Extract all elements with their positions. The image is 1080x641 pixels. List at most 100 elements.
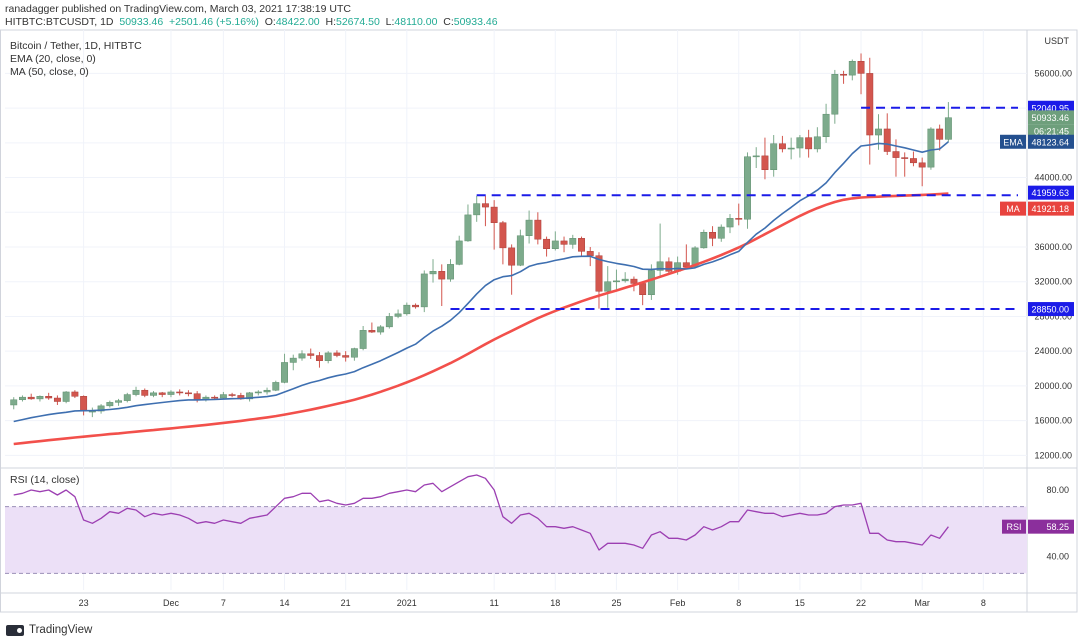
rsi-name-bg (1002, 519, 1026, 534)
candle-body (219, 394, 227, 399)
candle-body (744, 156, 751, 220)
candle (857, 53, 865, 95)
x-tick-label: 8 (736, 598, 741, 608)
ma-value-tag-name-bg (1000, 201, 1026, 216)
ema-value-tag-name-bg (1000, 134, 1026, 149)
candle-body (19, 396, 26, 401)
rsi-tick-label: 80.00 (1046, 485, 1069, 495)
legend-ema: EMA (20, close, 0) (10, 53, 96, 65)
candle-body (176, 391, 184, 394)
x-tick-label: 23 (79, 598, 89, 608)
candle-body (377, 326, 385, 333)
candle (176, 389, 184, 396)
candle (744, 152, 751, 229)
candle-body (726, 218, 734, 228)
rsi-legend: RSI (14, close) (10, 474, 80, 486)
candle (735, 203, 743, 226)
candle-body (324, 352, 332, 361)
candle (866, 57, 874, 165)
candle (324, 351, 332, 364)
candle-body (875, 128, 882, 136)
last-price-tag-text: 50933.46 (1031, 113, 1069, 123)
low-value: 48110.00 (394, 16, 438, 28)
candle-body (508, 247, 516, 266)
tradingview-logo-icon (6, 624, 24, 636)
change-value: +2501.46 (+5.16%) (169, 16, 259, 28)
candle-body (246, 392, 254, 400)
candle (944, 102, 952, 142)
candle (813, 127, 821, 153)
candle (569, 234, 577, 249)
candle (770, 135, 778, 177)
ma-value-tag-bg (1028, 201, 1074, 216)
ema-value-tag-name: EMA (1003, 137, 1023, 147)
candle-body (106, 402, 114, 407)
candle-body (193, 393, 201, 401)
candle (534, 212, 542, 245)
candle (263, 387, 271, 395)
x-tick-label: 14 (280, 598, 290, 608)
candle-body (840, 74, 848, 76)
candle (27, 393, 35, 400)
candle-body (350, 348, 358, 358)
y-tick-label: 44000.00 (1034, 173, 1072, 183)
candle-body (490, 206, 498, 223)
ma-value-tag: 41921.18 MA (1000, 201, 1074, 216)
candle (560, 236, 568, 253)
candle-body (184, 392, 192, 395)
x-tick-label: 2021 (397, 598, 417, 608)
candle-body (359, 330, 367, 349)
candle (377, 325, 385, 335)
candle (438, 264, 446, 307)
candle (36, 395, 44, 402)
candle (202, 395, 210, 402)
level-tag-28850: 28850.00 (1028, 302, 1074, 317)
candle (490, 200, 498, 250)
candle (350, 347, 358, 361)
candle (578, 236, 585, 256)
candle-body (150, 392, 157, 396)
candle (254, 390, 262, 396)
candle (359, 325, 367, 351)
y-tick-label: 28000.00 (1034, 311, 1072, 321)
candle-body (761, 155, 769, 170)
candle (307, 348, 315, 359)
low-label: L: (385, 16, 395, 28)
open-label: O: (264, 16, 276, 28)
y-tick-label: 24000.00 (1034, 346, 1072, 356)
candle-body (822, 113, 830, 138)
x-tick-label: 7 (221, 598, 226, 608)
candle (10, 397, 18, 410)
candle-body (901, 157, 909, 159)
high-value: 52674.50 (335, 16, 380, 28)
level-tag-41959-text: 41959.63 (1031, 188, 1069, 198)
candle-body (709, 231, 716, 239)
candle-body (123, 394, 131, 401)
rsi-value-tag: RSI 58.25 (1002, 519, 1074, 534)
tradingview-watermark[interactable]: TradingView (6, 624, 92, 636)
candle (508, 244, 516, 295)
candle-body (272, 382, 280, 391)
candle (316, 352, 323, 368)
close-value: 50933.46 (453, 16, 498, 28)
candle (604, 266, 612, 308)
legend-ma: MA (50, close, 0) (10, 66, 89, 78)
ema-value-tag-bg (1028, 134, 1074, 149)
open-value: 48422.00 (275, 16, 320, 28)
countdown-label: 06:21:45 (1034, 126, 1069, 136)
x-tick-label: 25 (611, 598, 621, 608)
candle (150, 391, 157, 398)
candle (848, 59, 856, 81)
candle (726, 214, 734, 234)
y-tick-label: 12000.00 (1034, 450, 1072, 460)
candle (752, 147, 760, 169)
y-tick-label: 32000.00 (1034, 277, 1072, 287)
currency-label: USDT (1045, 36, 1070, 46)
candle-body (717, 226, 725, 239)
candle-body (857, 60, 865, 74)
ma-value-tag-text: 41921.18 (1031, 204, 1069, 214)
candle (272, 380, 280, 392)
candle-body (62, 391, 70, 402)
chart-legend: Bitcoin / Tether, 1D, HITBTC EMA (20, cl… (10, 40, 142, 79)
